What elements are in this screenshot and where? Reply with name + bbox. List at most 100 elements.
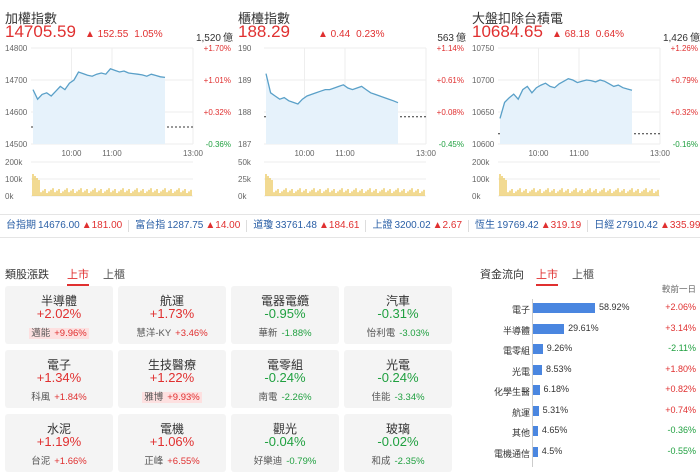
pct-tick-label: +0.08% [437, 108, 464, 117]
price-area [33, 68, 165, 144]
fund-flow-axis [532, 299, 533, 467]
sector-card[interactable]: 汽車 -0.31% 怡利電 -3.03% [344, 286, 452, 344]
fund-flow-bar [533, 323, 565, 334]
tab-listed[interactable]: 上市 [67, 266, 89, 286]
fund-flow-row[interactable]: 化學生醫 6.18% +0.82% [475, 383, 700, 397]
top-stock-name: 和成 [371, 456, 391, 467]
index-price: 14705.59 [5, 22, 76, 41]
top-stock-wrap: 佳能 -3.34% [371, 392, 424, 403]
top-stock-name: 科風 [31, 392, 51, 403]
sector-tabs: 類股漲跌 上市 上櫃 [5, 262, 452, 286]
volume-tick-label: 0k [472, 192, 481, 201]
pct-tick-label: +1.70% [204, 44, 231, 53]
fund-flow-name: 其他 [511, 428, 530, 438]
price-tick-label: 190 [238, 44, 252, 53]
volume-tick-label: 200k [5, 158, 23, 167]
fund-flow-change: +0.74% [665, 404, 696, 415]
sector-top-stock: 慧洋-KY +3.46% [118, 325, 226, 339]
sector-pct: -0.95% [264, 306, 306, 321]
tab-otc[interactable]: 上櫃 [103, 269, 125, 281]
price-tick-label: 187 [238, 140, 252, 149]
sector-card[interactable]: 電零組 -0.24% 南電 -2.26% [231, 350, 339, 408]
ticker-change: ▲319.19 [540, 220, 582, 231]
price-tick-label: 10700 [472, 76, 495, 85]
pct-tick-label: +0.32% [671, 108, 698, 117]
intraday-chart: 14800 +1.70% 14700 +1.01% 14600 +0.32% 14500 -0… [5, 44, 231, 201]
sector-card[interactable]: 電子 +1.34% 科風 +1.84% [5, 350, 113, 408]
price-tick-label: 10750 [472, 44, 495, 53]
fund-flow-bar [533, 385, 540, 395]
sector-pct: +2.02% [36, 306, 82, 321]
index-change-value: ▲ 68.18 [552, 29, 590, 40]
top-stock-pct: +3.46% [175, 328, 208, 339]
top-stock-name: 南電 [258, 392, 278, 403]
sector-card[interactable]: 光電 -0.24% 佳能 -3.34% [344, 350, 452, 408]
index-volume-value: 563 [437, 33, 454, 44]
fund-flow-row[interactable]: 電子 58.92% +2.06% [475, 301, 700, 315]
sector-card[interactable]: 生技醫療 +1.22% 雅博 +9.93% [118, 350, 226, 408]
fund-flow-row[interactable]: 電機通信 4.5% -0.55% [475, 445, 700, 459]
sector-card[interactable]: 水泥 +1.19% 台泥 +1.66% [5, 414, 113, 472]
sector-top-stock: 台泥 +1.66% [5, 453, 113, 467]
ticker-change: ▲2.67 [432, 220, 463, 231]
flow-tab-listed[interactable]: 上市 [536, 266, 558, 286]
pct-tick-label: +0.61% [437, 76, 464, 85]
ticker-item[interactable]: 上證 3200.02 ▲2.67 [366, 220, 470, 232]
index-change: ▲ 68.18 0.64% [552, 29, 624, 40]
ticker-item[interactable]: 台指期 14676.00 ▲181.00 [0, 220, 130, 232]
sector-name: 水泥 [46, 422, 71, 436]
fund-flow-row[interactable]: 航運 5.31% +0.74% [475, 404, 700, 418]
ticker-item[interactable]: 日經 27910.42 ▲335.99 [588, 220, 700, 232]
fund-flow-row[interactable]: 電零組 9.26% -2.11% [475, 342, 700, 356]
sector-top-stock: 好樂迪 -0.79% [231, 453, 339, 467]
price-line [265, 73, 399, 105]
sector-card[interactable]: 觀光 -0.04% 好樂迪 -0.79% [231, 414, 339, 472]
price-area [500, 78, 632, 144]
sector-card[interactable]: 半導體 +2.02% 邁能 +9.96% [5, 286, 113, 344]
top-stock-name: 佳能 [371, 392, 391, 403]
sector-card[interactable]: 航運 +1.73% 慧洋-KY +3.46% [118, 286, 226, 344]
fund-flow-name: 電機通信 [493, 448, 530, 459]
ticker-item[interactable]: 恆生 19769.42 ▲319.19 [469, 220, 589, 232]
sector-name: 汽車 [385, 294, 410, 308]
fund-flow-change: +3.14% [665, 322, 696, 333]
sector-pct: +1.22% [149, 370, 195, 385]
fund-flow-share: 58.92% [599, 302, 630, 312]
sector-card[interactable]: 玻璃 -0.02% 和成 -2.35% [344, 414, 452, 472]
sector-top-stock: 和成 -2.35% [344, 453, 452, 467]
time-tick-label: 11:00 [335, 149, 355, 158]
sector-pct: +1.34% [36, 370, 82, 385]
ticker-value: 27910.42 [616, 220, 658, 231]
fund-flow-row[interactable]: 其他 4.65% -0.36% [475, 424, 700, 438]
ticker-change: ▲335.99 [659, 220, 700, 231]
index-panel-otc[interactable]: 櫃檯指數 188.29 ▲ 0.44 0.23% 563 億 190 +1.14% 189 +0.… [238, 0, 466, 205]
volume-tick-label: 0k [5, 192, 14, 201]
top-stock-name: 台泥 [31, 456, 51, 467]
fund-flow-share: 5.31% [542, 404, 569, 415]
price-tick-label: 10650 [472, 108, 495, 117]
fund-flow-row[interactable]: 光電 8.53% +1.80% [475, 363, 700, 377]
sector-top-stock: 雅博 +9.93% [118, 389, 226, 403]
fund-flow-name: 半導體 [502, 325, 530, 336]
index-panel-ex-tsmc[interactable]: 大盤扣除台積電 10684.65 ▲ 68.18 0.64% 1,426 億 10750 +1… [472, 0, 700, 205]
sector-card[interactable]: 電機 +1.06% 正峰 +6.55% [118, 414, 226, 472]
fund-flow-bar [533, 446, 538, 457]
sector-pct: -0.31% [377, 306, 419, 321]
index-name: 大盤扣除台積電 [472, 11, 564, 26]
fund-flow-name: 光電 [511, 366, 530, 377]
top-stock-pct: -0.79% [286, 456, 317, 467]
sector-name: 生技醫療 [147, 358, 196, 372]
top-stock-wrap: 慧洋-KY +3.46% [136, 328, 207, 339]
ticker-item[interactable]: 富台指 1287.75 ▲14.00 [129, 220, 248, 232]
fund-flow-tabs: 資金流向 上市 上櫃 [480, 262, 700, 286]
global-index-ticker: 台指期 14676.00 ▲181.00 富台指 1287.75 ▲14.00 道瓊 3376… [0, 214, 700, 238]
fund-flow-share: 4.5% [541, 445, 563, 456]
flow-tab-otc[interactable]: 上櫃 [572, 269, 594, 281]
fund-flow-change: +0.82% [665, 384, 696, 394]
sector-card[interactable]: 電器電纜 -0.95% 華新 -1.88% [231, 286, 339, 344]
ticker-item[interactable]: 道瓊 33761.48 ▲184.61 [247, 220, 367, 232]
pct-tick-label: +0.79% [671, 76, 698, 85]
index-panel-taiex[interactable]: 加權指數 14705.59 ▲ 152.55 1.05% 1,520 億 14800 +1.7… [5, 0, 233, 205]
panel-header: 加權指數 14705.59 ▲ 152.55 1.05% 1,520 億 [5, 0, 233, 44]
fund-flow-row[interactable]: 半導體 29.61% +3.14% [475, 322, 700, 336]
